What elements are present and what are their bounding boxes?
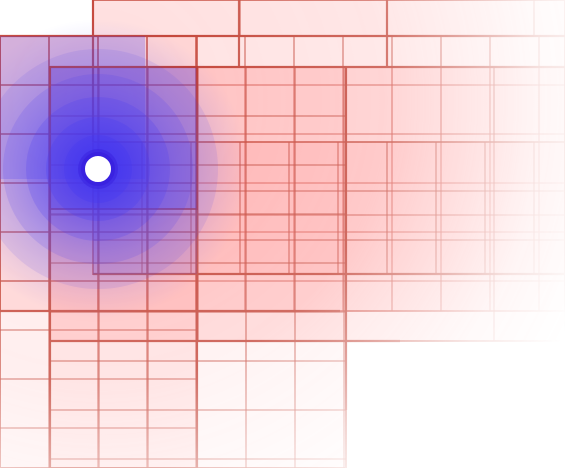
glow-halo [0,19,248,319]
grid-panel [92,0,565,37]
cursor-dot-icon [78,149,118,189]
cursor-dot [81,152,115,186]
